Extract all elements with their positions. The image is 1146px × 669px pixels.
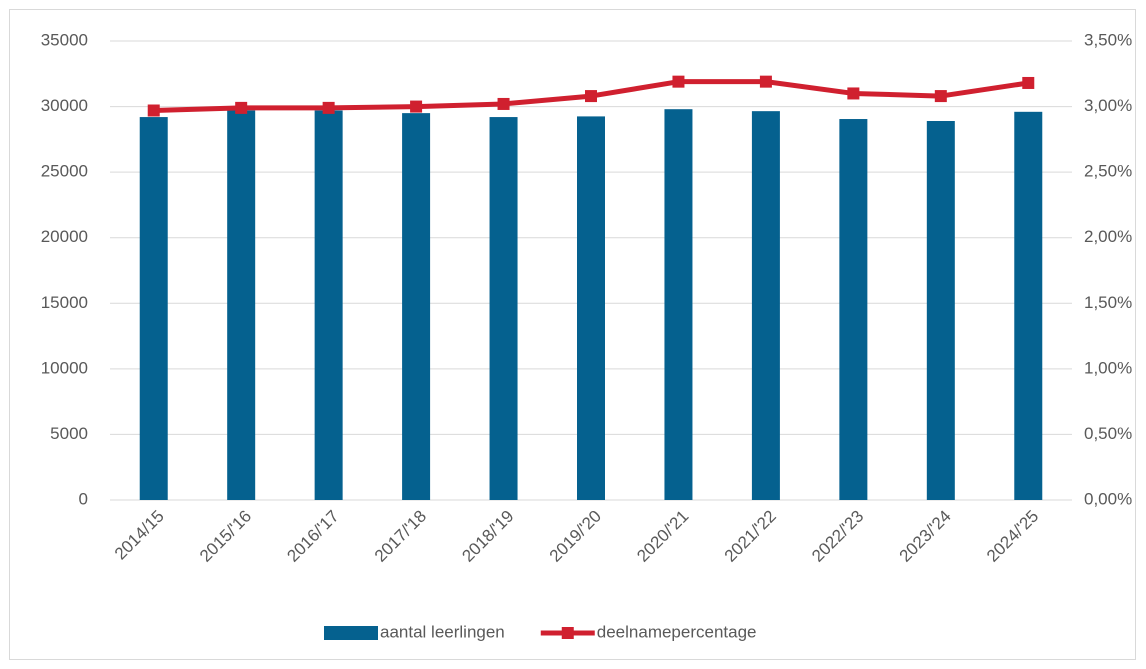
bar [751, 111, 780, 500]
y-tick-label: 10000 [41, 358, 88, 377]
bar [489, 117, 518, 500]
y2-tick-label: 1,50% [1084, 293, 1132, 312]
line-marker [147, 104, 160, 117]
line-marker [672, 75, 685, 88]
y-tick-label: 20000 [41, 227, 88, 246]
bar [664, 109, 693, 501]
y-tick-label: 0 [79, 489, 88, 508]
legend-swatch [324, 626, 378, 640]
legend-label: aantal leerlingen [380, 622, 505, 641]
y2-tick-label: 1,00% [1084, 358, 1132, 377]
y2-tick-label: 2,00% [1084, 227, 1132, 246]
bar [139, 117, 168, 500]
line-marker [759, 75, 772, 88]
y-tick-label: 35000 [41, 30, 88, 49]
bar [839, 119, 868, 500]
y-tick-label: 5000 [50, 424, 88, 443]
line-marker [497, 97, 510, 110]
bar [577, 116, 605, 501]
line-marker [322, 101, 335, 114]
bar [314, 110, 343, 501]
line-marker [934, 90, 947, 103]
y-tick-label: 30000 [41, 96, 88, 115]
line-marker [1022, 76, 1035, 89]
bar [1014, 111, 1043, 501]
y2-tick-label: 3,50% [1084, 30, 1132, 49]
y-tick-label: 25000 [41, 162, 88, 181]
legend-swatch [561, 627, 574, 639]
y2-tick-label: 3,00% [1084, 96, 1132, 115]
bar [926, 120, 955, 501]
legend-label: deelnamepercentage [597, 622, 757, 641]
y-tick-label: 15000 [41, 293, 88, 312]
y2-tick-label: 0,50% [1084, 424, 1132, 443]
line-marker [585, 90, 597, 103]
y2-tick-label: 2,50% [1084, 162, 1132, 181]
line-marker [235, 101, 248, 114]
line-marker [847, 87, 860, 100]
line-marker [410, 100, 423, 113]
y2-tick-label: 0,00% [1084, 489, 1132, 508]
bar [402, 113, 431, 500]
bar [227, 110, 256, 501]
